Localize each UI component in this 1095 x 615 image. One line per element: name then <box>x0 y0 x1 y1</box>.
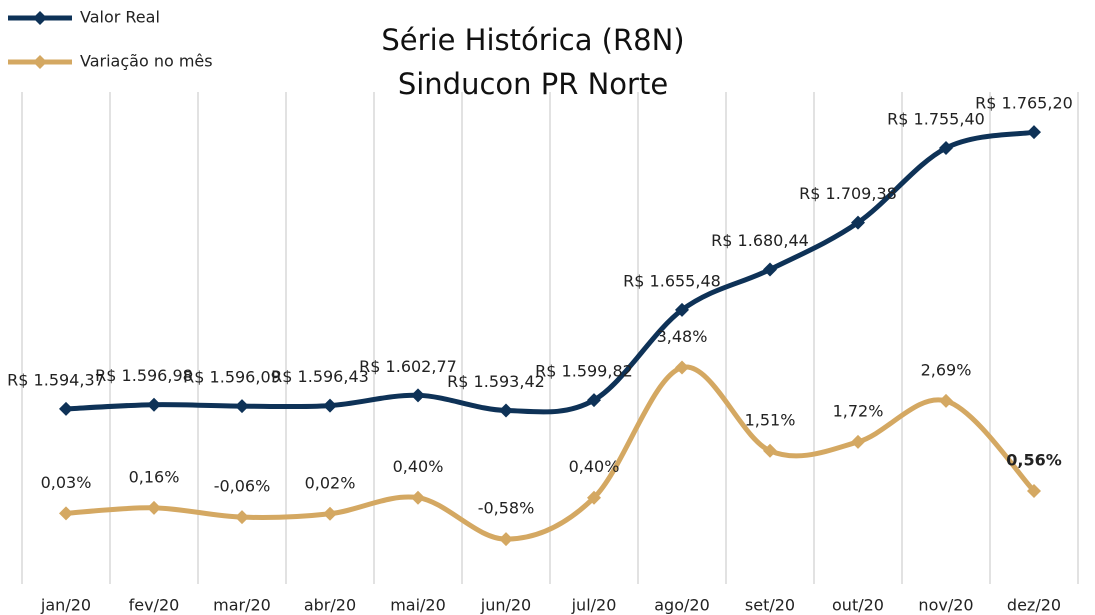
data-label: 0,02% <box>305 473 356 492</box>
point-marker <box>851 215 865 230</box>
point-marker <box>235 510 249 525</box>
point-marker <box>323 506 337 521</box>
legend-label: Variação no mês <box>80 52 213 71</box>
point-marker <box>147 500 161 515</box>
point-marker <box>587 490 601 505</box>
data-label: 0,40% <box>393 457 444 476</box>
data-label: 2,69% <box>921 360 972 379</box>
point-marker <box>59 401 73 416</box>
point-marker <box>675 360 689 375</box>
data-label: -0,06% <box>214 477 271 496</box>
x-tick-label: mai/20 <box>390 596 446 615</box>
x-tick-label: abr/20 <box>304 596 356 615</box>
x-tick-label: out/20 <box>832 596 884 615</box>
legend-marker <box>33 11 47 25</box>
data-label: 1,51% <box>745 410 796 429</box>
point-marker <box>587 393 601 408</box>
data-label: -0,58% <box>478 499 535 518</box>
point-marker <box>59 506 73 521</box>
data-label: R$ 1.602,77 <box>359 357 457 376</box>
data-label: 0,40% <box>569 457 620 476</box>
point-marker <box>763 262 777 277</box>
point-marker <box>939 141 953 156</box>
data-label: R$ 1.680,44 <box>711 231 809 250</box>
x-tick-label: fev/20 <box>129 596 180 615</box>
x-tick-label: nov/20 <box>918 596 973 615</box>
data-label: R$ 1.596,09 <box>183 368 281 387</box>
x-tick-label: jul/20 <box>571 596 617 615</box>
data-label: 0,03% <box>41 473 92 492</box>
data-label: R$ 1.755,40 <box>887 110 985 129</box>
point-marker <box>763 443 777 458</box>
legend-label: Valor Real <box>80 8 160 27</box>
data-label: 1,72% <box>833 401 884 420</box>
point-marker <box>235 399 249 414</box>
data-label: R$ 1.593,42 <box>447 372 545 391</box>
x-tick-label: dez/20 <box>1007 596 1061 615</box>
x-tick-label: mar/20 <box>213 596 271 615</box>
point-marker <box>675 302 689 317</box>
point-marker <box>499 532 513 547</box>
x-tick-label: set/20 <box>745 596 795 615</box>
data-label: R$ 1.765,20 <box>975 94 1073 113</box>
data-label: R$ 1.599,82 <box>535 362 633 381</box>
data-label: R$ 1.594,37 <box>7 370 105 389</box>
data-label: R$ 1.709,38 <box>799 184 897 203</box>
point-marker <box>1027 125 1041 140</box>
point-marker <box>939 393 953 408</box>
data-label: R$ 1.596,98 <box>95 366 193 385</box>
point-marker <box>1027 483 1041 498</box>
data-label: R$ 1.596,43 <box>271 367 369 386</box>
point-marker <box>411 388 425 403</box>
data-label: 0,16% <box>129 467 180 486</box>
legend-marker <box>33 55 47 69</box>
x-tick-label: jun/20 <box>480 596 531 615</box>
x-tick-label: jan/20 <box>40 596 91 615</box>
point-marker <box>147 397 161 412</box>
data-label: 0,56% <box>1006 450 1062 469</box>
point-marker <box>323 398 337 413</box>
data-label: 3,48% <box>657 327 708 346</box>
chart-subtitle: Sinducon PR Norte <box>398 67 668 101</box>
point-marker <box>411 490 425 505</box>
point-marker <box>851 434 865 449</box>
point-marker <box>499 403 513 418</box>
x-tick-label: ago/20 <box>654 596 710 615</box>
data-label: R$ 1.655,48 <box>623 271 721 290</box>
chart-title: Série Histórica (R8N) <box>381 23 684 57</box>
